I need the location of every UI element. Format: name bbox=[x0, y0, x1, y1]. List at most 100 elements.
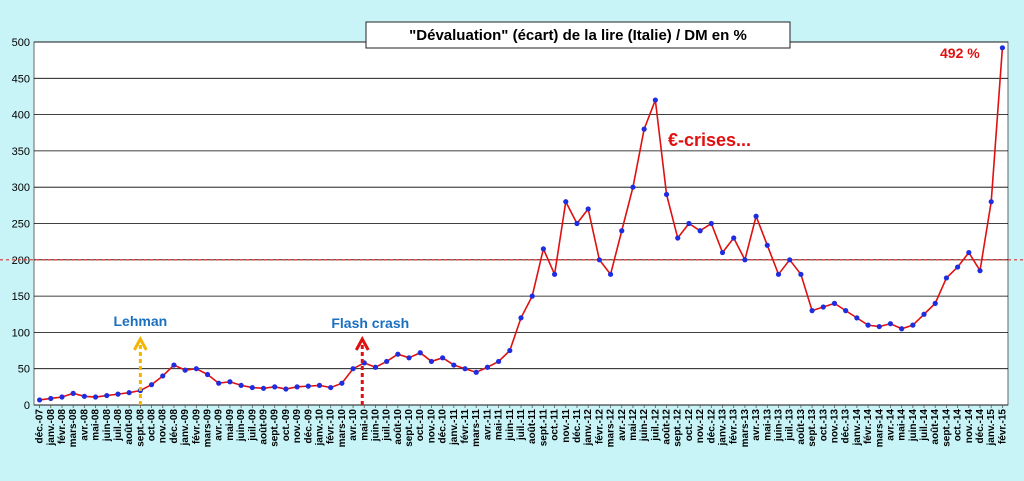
data-point bbox=[260, 385, 267, 391]
data-point bbox=[719, 249, 726, 256]
data-point bbox=[48, 395, 54, 402]
data-point bbox=[843, 308, 849, 314]
data-point bbox=[272, 384, 278, 390]
x-tick-label: janv.-10 bbox=[314, 409, 325, 447]
x-tick-label: oct.-12 bbox=[684, 409, 695, 442]
data-point bbox=[462, 366, 468, 372]
x-tick-label: juin-14 bbox=[908, 409, 919, 443]
data-point bbox=[910, 322, 916, 328]
x-tick-label: mai-12 bbox=[628, 409, 639, 441]
y-tick-label: 250 bbox=[12, 219, 30, 231]
data-point bbox=[876, 323, 882, 330]
data-point bbox=[619, 228, 625, 234]
data-point bbox=[865, 322, 871, 328]
x-tick-label: mai-11 bbox=[494, 409, 505, 441]
x-tick-label: juin-11 bbox=[505, 409, 516, 442]
y-tick-label: 500 bbox=[12, 37, 30, 49]
x-tick-label: oct.-10 bbox=[415, 409, 426, 442]
chart-title: "Dévaluation" (écart) de la lire (Italie… bbox=[409, 27, 747, 44]
data-point bbox=[115, 391, 121, 397]
data-point bbox=[955, 264, 961, 270]
lehman-arrow-head bbox=[133, 335, 148, 351]
x-tick-label: août-14 bbox=[930, 409, 941, 445]
x-tick-label: déc.-07 bbox=[35, 409, 46, 444]
x-tick-label: déc.-13 bbox=[841, 409, 852, 444]
x-tick-label: mars-12 bbox=[606, 409, 617, 448]
x-tick-label: oct.-09 bbox=[281, 409, 292, 442]
data-point bbox=[899, 326, 905, 332]
data-point bbox=[249, 384, 255, 391]
x-tick-label: sept.-09 bbox=[270, 409, 281, 447]
data-point bbox=[943, 275, 950, 281]
data-point bbox=[596, 257, 602, 263]
data-point bbox=[540, 246, 546, 252]
x-tick-label: sept.-10 bbox=[404, 409, 415, 447]
data-point bbox=[227, 379, 233, 385]
x-tick-label: janv.-13 bbox=[718, 409, 729, 447]
x-tick-label: juil.-10 bbox=[382, 409, 393, 442]
data-point bbox=[697, 228, 703, 234]
x-tick-label: juin-08 bbox=[102, 409, 113, 443]
x-tick-label: juil.-14 bbox=[919, 409, 930, 442]
x-tick-label: nov.-10 bbox=[426, 409, 437, 444]
data-point bbox=[440, 355, 446, 361]
data-point bbox=[204, 371, 211, 378]
x-tick-label: nov.-09 bbox=[292, 409, 303, 444]
x-tick-label: oct.-08 bbox=[147, 409, 158, 442]
data-point bbox=[831, 300, 838, 306]
data-point bbox=[742, 257, 748, 263]
data-point bbox=[798, 271, 804, 277]
data-point bbox=[148, 382, 155, 388]
data-point bbox=[551, 271, 558, 277]
data-point bbox=[820, 304, 826, 310]
x-tick-label: déc.-12 bbox=[706, 409, 717, 444]
x-tick-label: juin-09 bbox=[236, 409, 247, 443]
x-tick-label: juil.-13 bbox=[785, 409, 796, 442]
x-tick-label: juil.-09 bbox=[247, 409, 258, 442]
x-tick-label: sept.-08 bbox=[135, 409, 146, 447]
data-point bbox=[764, 242, 770, 248]
y-tick-label: 400 bbox=[12, 110, 30, 122]
data-point bbox=[775, 271, 782, 277]
data-point bbox=[305, 383, 311, 389]
data-point bbox=[999, 45, 1006, 51]
x-tick-label: oct.-13 bbox=[818, 409, 829, 442]
annotation-euro-crises: €-crises... bbox=[668, 130, 751, 150]
data-point bbox=[372, 364, 379, 370]
x-tick-label: avr.-08 bbox=[79, 409, 90, 441]
annotation-peak: 492 % bbox=[940, 45, 980, 61]
x-tick-label: févr.-10 bbox=[326, 409, 337, 444]
x-tick-label: mai-13 bbox=[762, 409, 773, 441]
x-tick-label: janv.-14 bbox=[852, 409, 863, 447]
data-point bbox=[607, 271, 614, 277]
x-tick-label: mars-08 bbox=[68, 409, 79, 448]
x-tick-label: déc.-10 bbox=[438, 409, 449, 444]
x-tick-label: nov.-12 bbox=[695, 409, 706, 444]
data-point bbox=[328, 384, 334, 391]
data-point bbox=[316, 382, 323, 388]
data-point bbox=[384, 358, 390, 365]
data-point bbox=[496, 358, 502, 365]
x-tick-label: sept.-12 bbox=[673, 409, 684, 447]
data-point bbox=[731, 235, 737, 241]
x-tick-label: févr.-12 bbox=[594, 409, 605, 444]
data-point bbox=[81, 393, 87, 399]
data-point bbox=[518, 315, 524, 321]
x-tick-label: janv.-15 bbox=[986, 409, 997, 447]
y-tick-label: 100 bbox=[12, 327, 30, 339]
annotation-lehman: Lehman bbox=[114, 313, 168, 329]
data-point bbox=[787, 257, 793, 263]
data-point bbox=[126, 390, 132, 396]
data-point bbox=[238, 382, 244, 388]
data-point bbox=[652, 97, 658, 103]
x-tick-label: juil.-11 bbox=[516, 409, 527, 442]
x-tick-label: nov.-11 bbox=[561, 409, 572, 443]
x-tick-label: mai-14 bbox=[897, 409, 908, 441]
y-tick-label: 200 bbox=[12, 255, 30, 267]
x-tick-label: mars-09 bbox=[203, 409, 214, 448]
x-tick-label: avr.-09 bbox=[214, 409, 225, 441]
x-tick-label: févr.-15 bbox=[997, 409, 1008, 444]
x-tick-label: sept.-13 bbox=[807, 409, 818, 447]
data-point bbox=[507, 347, 513, 354]
